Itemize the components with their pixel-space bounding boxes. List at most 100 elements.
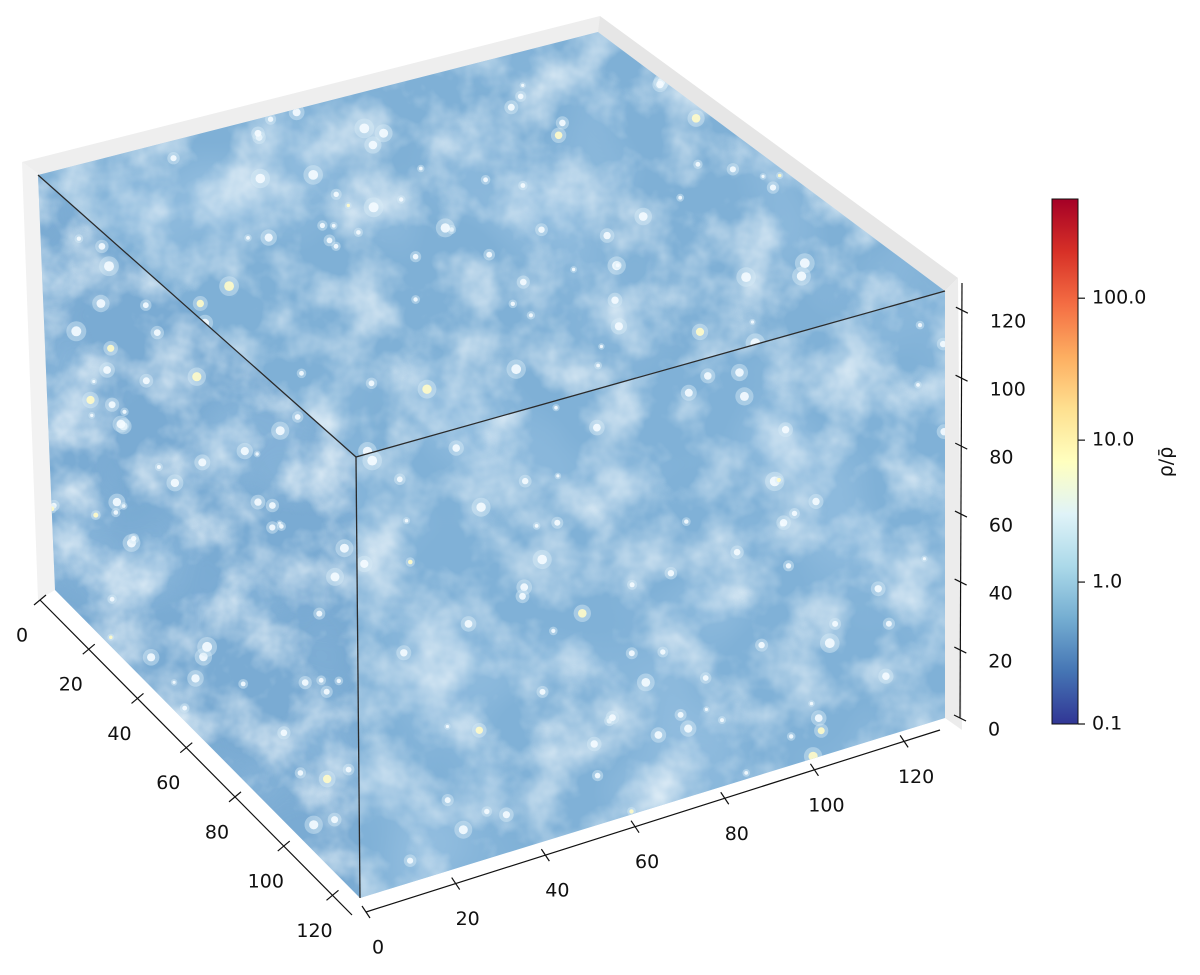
density-node <box>404 518 409 523</box>
density-node <box>107 344 115 352</box>
axis-tick-label: 120 <box>296 920 332 942</box>
axis-tick <box>954 510 968 518</box>
density-node <box>399 197 404 202</box>
density-node <box>939 340 945 348</box>
z-axis: 0 20 40 60 80 100 120 <box>953 282 1026 741</box>
axis-tick <box>540 848 550 862</box>
axis-tick-label: 60 <box>156 772 180 794</box>
density-node <box>678 195 683 200</box>
axis-tick-label: 0 <box>988 719 1000 741</box>
density-node <box>551 628 556 634</box>
density-node <box>336 678 341 684</box>
density-node <box>246 236 250 240</box>
density-node <box>539 688 546 695</box>
density-node <box>109 596 115 602</box>
density-node <box>452 444 461 452</box>
density-node <box>554 131 563 140</box>
density-node <box>269 502 276 509</box>
density-node <box>554 519 561 526</box>
density-node <box>799 258 810 269</box>
density-node <box>182 705 188 711</box>
density-node <box>677 711 684 718</box>
density-node <box>368 380 375 387</box>
density-node <box>333 243 339 249</box>
axes-panes <box>22 16 962 730</box>
density-node <box>301 679 309 686</box>
density-node <box>578 609 587 618</box>
density-node <box>198 458 207 467</box>
density-node <box>90 413 94 418</box>
density-node <box>475 726 483 734</box>
density-node <box>278 521 282 525</box>
density-node <box>170 155 177 162</box>
axis-tick <box>809 763 819 777</box>
density-node <box>758 641 765 649</box>
density-node <box>330 572 340 582</box>
density-node <box>776 477 782 483</box>
density-node <box>571 267 576 272</box>
density-node <box>323 774 332 784</box>
axis-tick <box>451 877 461 890</box>
density-node <box>812 497 820 506</box>
density-node <box>791 510 798 517</box>
axis-tick <box>955 374 968 382</box>
density-node <box>356 230 361 235</box>
density-node <box>761 174 765 178</box>
density-node <box>368 140 378 150</box>
axis-tick <box>720 791 730 805</box>
density-node <box>279 524 284 529</box>
density-node <box>294 414 301 420</box>
density-node <box>108 401 116 409</box>
density-node <box>808 751 818 761</box>
axis-tick-label: 0 <box>16 625 28 647</box>
density-node <box>917 323 923 328</box>
density-node <box>729 166 737 173</box>
density-node <box>339 543 349 553</box>
density-node <box>777 173 782 178</box>
axis-tick-label: 0 <box>372 937 384 959</box>
density-node <box>407 857 414 864</box>
axis-tick-label: 100 <box>990 379 1026 401</box>
density-node <box>750 320 755 324</box>
cube-edges <box>37 174 946 899</box>
density-node <box>660 649 666 655</box>
density-node <box>656 80 664 89</box>
density-node <box>240 681 246 687</box>
axis-tick <box>228 791 242 803</box>
density-node <box>814 714 823 722</box>
density-node <box>280 729 288 737</box>
axis-tick-label: 40 <box>989 583 1013 605</box>
density-node <box>704 707 709 712</box>
density-node <box>408 559 413 565</box>
density-node <box>326 237 333 244</box>
density-node <box>507 103 515 111</box>
density-node <box>590 740 598 748</box>
density-node <box>121 504 126 508</box>
density-node <box>267 116 274 122</box>
axis-tick-label: 80 <box>205 821 229 843</box>
axis-line <box>39 599 353 916</box>
density-node <box>486 251 493 258</box>
density-node <box>769 184 777 191</box>
axis-tick-label: 60 <box>635 851 659 873</box>
density-node <box>418 166 423 171</box>
density-node <box>520 183 526 188</box>
density-node <box>641 678 651 687</box>
density-node <box>809 701 814 706</box>
colorbar-tick-label: 0.1 <box>1092 713 1122 735</box>
density-node <box>611 296 619 304</box>
density-node <box>614 322 624 331</box>
density-node <box>916 383 920 387</box>
axis-tick <box>953 714 967 722</box>
density-node <box>379 128 389 138</box>
density-node <box>93 512 99 518</box>
density-node <box>458 825 468 835</box>
axis-tick <box>954 578 967 586</box>
density-node <box>422 384 432 394</box>
density-node <box>528 313 534 318</box>
axis-tick-label: 40 <box>545 880 569 902</box>
density-node <box>196 299 204 308</box>
axis-tick <box>82 643 96 655</box>
density-node <box>534 524 539 528</box>
